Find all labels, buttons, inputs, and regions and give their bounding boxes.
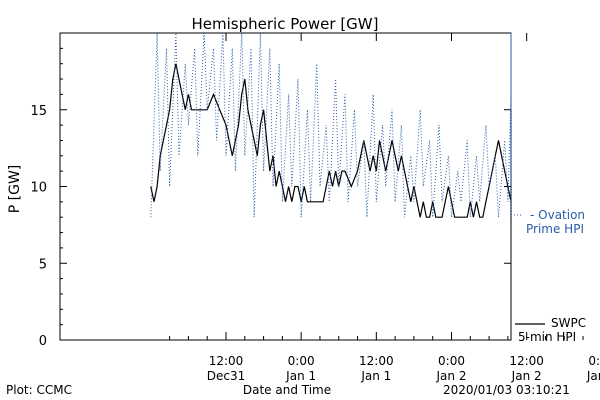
y-axis: 0 5 10 15 xyxy=(30,32,511,349)
y-tick-label: 0 xyxy=(39,334,47,349)
y-tick-label: 10 xyxy=(30,181,47,196)
footer-left: Plot: CCMC xyxy=(6,383,72,397)
x-tick-label-date: Jan 2 xyxy=(436,369,467,383)
y-tick-label: 15 xyxy=(30,104,47,119)
x-axis-label: Date and Time xyxy=(243,383,331,397)
x-tick-label-date: Jan 2 xyxy=(511,369,542,383)
y-axis-label: P [GW] xyxy=(7,165,23,214)
x-tick-label-time: 0:00 xyxy=(588,354,600,368)
legend-ovation-label-line2: Prime HPI xyxy=(526,222,584,236)
legend-ovation-label-line1: - Ovation xyxy=(530,208,585,222)
legend-swpc-label-line2: 5-min HPI xyxy=(518,330,576,344)
footer-right: 2020/01/03 03:10:21 xyxy=(443,383,570,397)
x-tick-label-time: 0:00 xyxy=(288,354,315,368)
plot-frame xyxy=(59,32,512,341)
chart-title: Hemispheric Power [GW] xyxy=(192,15,379,33)
x-tick-label-date: Jan 1 xyxy=(360,369,391,383)
y-tick-label: 5 xyxy=(39,257,47,272)
x-tick-label-time: 0:00 xyxy=(438,354,465,368)
series-layer xyxy=(150,32,512,218)
x-tick-label-date: Jan 3 xyxy=(586,369,600,383)
x-tick-label-time: 12:00 xyxy=(209,354,244,368)
x-tick-label-time: 12:00 xyxy=(509,354,544,368)
legend-swpc-label-line1: SWPC xyxy=(551,316,586,330)
series-line-ovation-prime-hpi xyxy=(150,32,512,218)
x-tick-label-date: Dec31 xyxy=(207,369,246,383)
x-tick-label-date: Jan 1 xyxy=(285,369,316,383)
series-line-swpc-hpi xyxy=(150,63,512,218)
x-tick-label-time: 12:00 xyxy=(359,354,394,368)
